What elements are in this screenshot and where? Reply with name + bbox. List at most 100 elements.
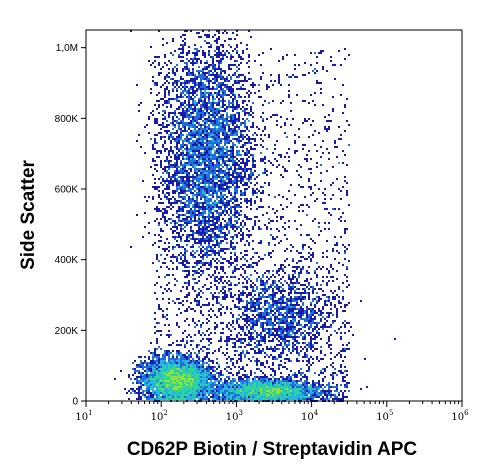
event-dot [232, 198, 234, 200]
event-dot [284, 320, 286, 322]
event-dot [302, 296, 304, 298]
event-dot [164, 276, 166, 278]
event-dot [250, 320, 252, 322]
event-dot [214, 170, 216, 172]
event-dot [228, 142, 230, 144]
event-dot [232, 206, 234, 208]
event-dot [188, 108, 190, 110]
event-dot [262, 338, 264, 340]
event-dot [174, 278, 176, 280]
event-dot [176, 98, 178, 100]
event-dot [328, 270, 330, 272]
event-dot [158, 56, 160, 58]
event-dot [250, 174, 252, 176]
event-dot [266, 332, 268, 334]
event-dot [324, 222, 326, 224]
event-dot [222, 160, 224, 162]
event-dot [288, 284, 290, 286]
event-dot [272, 84, 274, 86]
event-dot [180, 180, 182, 182]
event-dot [298, 282, 300, 284]
event-dot [204, 216, 206, 218]
event-dot [210, 80, 212, 82]
event-dot [212, 106, 214, 108]
event-dot [230, 128, 232, 130]
event-dot [312, 322, 314, 324]
event-dot [180, 256, 182, 258]
event-dot [248, 136, 250, 138]
event-dot [188, 152, 190, 154]
event-dot [230, 88, 232, 90]
event-dot [184, 188, 186, 190]
event-dot [192, 176, 194, 178]
event-dot [248, 100, 250, 102]
event-dot [338, 286, 340, 288]
event-dot [188, 334, 190, 336]
event-dot [214, 88, 216, 90]
event-dot [264, 284, 266, 286]
event-dot [194, 158, 196, 160]
event-dot [224, 224, 226, 226]
event-dot [200, 96, 202, 98]
event-dot [260, 338, 262, 340]
event-dot [172, 120, 174, 122]
event-dot [170, 256, 172, 258]
event-dot [246, 188, 248, 190]
event-dot [278, 310, 280, 312]
event-dot [170, 164, 172, 166]
event-dot [162, 38, 164, 40]
event-dot [312, 300, 314, 302]
event-dot [158, 156, 160, 158]
event-dot [158, 74, 160, 76]
event-dot [312, 320, 314, 322]
event-dot [230, 150, 232, 152]
event-dot [250, 126, 252, 128]
event-dot [216, 160, 218, 162]
event-dot [164, 288, 166, 290]
event-dot [218, 260, 220, 262]
event-dot [282, 316, 284, 318]
event-dot [176, 216, 178, 218]
event-dot [206, 190, 208, 192]
event-dot [218, 272, 220, 274]
event-dot [336, 270, 338, 272]
event-dot [178, 172, 180, 174]
event-dot [194, 130, 196, 132]
event-dot [282, 296, 284, 298]
event-dot [208, 240, 210, 242]
event-dot [154, 220, 156, 222]
event-dot [210, 146, 212, 148]
event-dot [240, 202, 242, 204]
event-dot [170, 204, 172, 206]
event-dot [202, 234, 204, 236]
event-dot [318, 334, 320, 336]
event-dot [192, 244, 194, 246]
event-dot [300, 314, 302, 316]
event-dot [242, 118, 244, 120]
event-dot [236, 70, 238, 72]
event-dot [174, 162, 176, 164]
event-dot [180, 312, 182, 314]
event-dot [188, 198, 190, 200]
event-dot [156, 188, 158, 190]
event-dot [310, 158, 312, 160]
event-dot [176, 202, 178, 204]
event-dot [286, 304, 288, 306]
event-dot [332, 320, 334, 322]
event-dot [236, 190, 238, 192]
event-dot [292, 336, 294, 338]
event-dot [242, 150, 244, 152]
event-dot [272, 340, 274, 342]
event-dot [296, 150, 298, 152]
event-dot [230, 308, 232, 310]
event-dot [314, 322, 316, 324]
event-dot [320, 284, 322, 286]
event-dot [302, 302, 304, 304]
event-dot [240, 266, 242, 268]
event-dot [260, 284, 262, 286]
event-dot [194, 170, 196, 172]
event-dot [168, 186, 170, 188]
event-dot [228, 154, 230, 156]
event-dot [330, 60, 332, 62]
event-dot [172, 40, 174, 42]
